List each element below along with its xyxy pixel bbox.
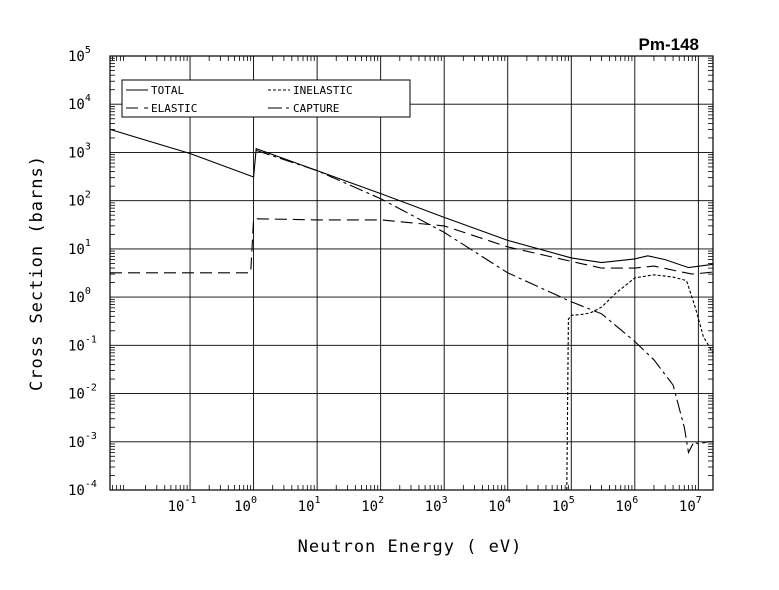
y-tick-label: 100 — [68, 286, 91, 306]
x-tick-label: 103 — [425, 495, 448, 515]
y-tick-label: 10-3 — [68, 431, 97, 451]
x-tick-label: 100 — [234, 495, 257, 515]
tick-labels: 10-1 100 101 102 103 104 105 106 107 10-4 10-3 10-2… — [68, 45, 702, 515]
series-elastic-line — [110, 218, 714, 275]
series-inelastic-line — [566, 274, 714, 491]
y-tick-label: 10-1 — [68, 334, 97, 354]
legend: TOTAL ELASTIC INELASTIC CAPTURE — [121, 79, 411, 118]
y-tick-label: 105 — [68, 45, 91, 65]
x-tick-label: 105 — [552, 495, 575, 515]
y-tick-label: 103 — [68, 141, 91, 161]
series-lines — [109, 128, 714, 491]
y-tick-label: 102 — [68, 190, 91, 210]
y-tick-label: 10-4 — [68, 479, 97, 499]
x-axis-label: Neutron Energy ( eV) — [298, 537, 523, 557]
grid-lines — [110, 56, 713, 490]
x-tick-label: 104 — [488, 495, 511, 515]
plot-frame — [109, 55, 714, 491]
y-tick-label: 101 — [68, 238, 91, 258]
legend-label-inelastic: INELASTIC — [293, 84, 353, 97]
y-tick-label: 104 — [68, 93, 91, 113]
y-axis-label: Cross Section (barns) — [27, 155, 47, 391]
legend-box — [121, 79, 411, 118]
chart-title: Pm-148 — [639, 35, 699, 54]
legend-label-capture: CAPTURE — [293, 102, 339, 115]
series-total-line — [109, 128, 714, 269]
legend-label-elastic: ELASTIC — [151, 102, 197, 115]
x-tick-label: 102 — [361, 495, 384, 515]
x-tick-label: 107 — [679, 495, 702, 515]
y-tick-label: 10-2 — [68, 383, 97, 403]
x-tick-label: 10-1 — [168, 495, 197, 515]
series-capture-line — [256, 149, 713, 455]
legend-label-total: TOTAL — [151, 84, 184, 97]
x-tick-label: 106 — [615, 495, 638, 515]
x-tick-label: 101 — [298, 495, 321, 515]
